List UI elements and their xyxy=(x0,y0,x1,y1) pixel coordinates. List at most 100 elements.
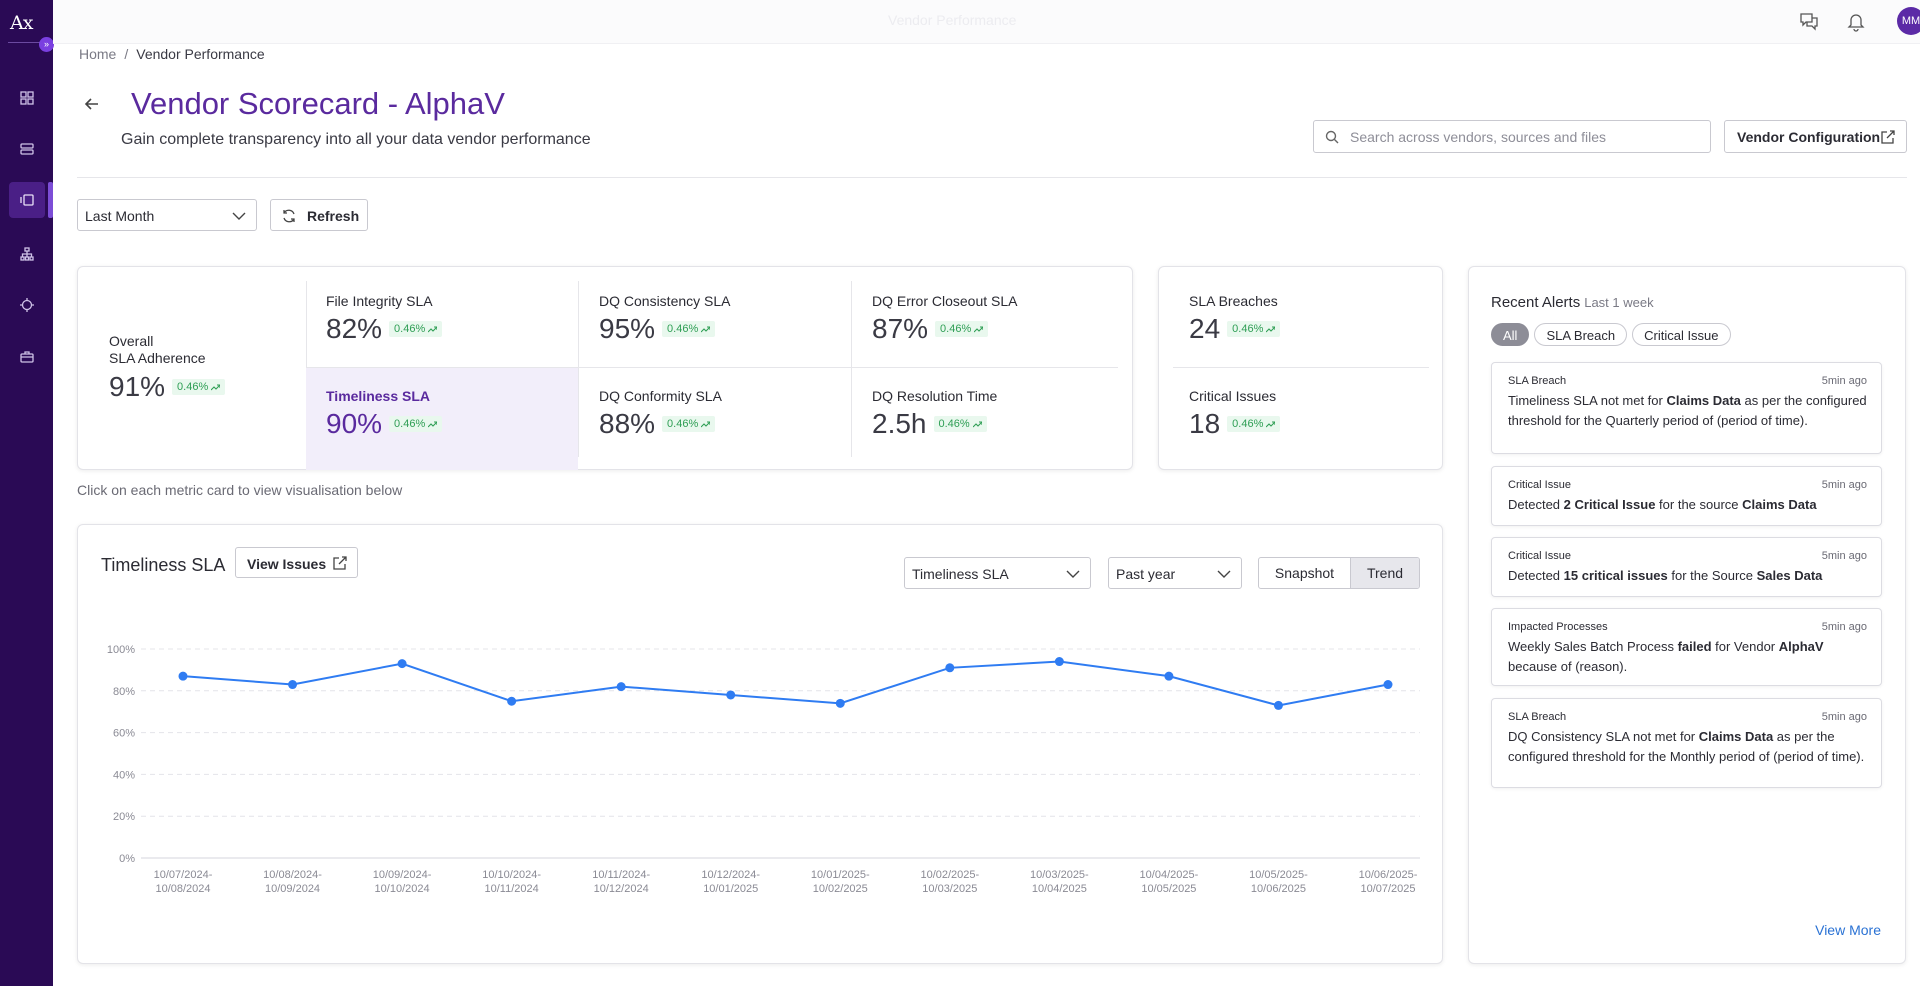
data-point[interactable] xyxy=(288,680,298,690)
sidebar: Ax » xyxy=(0,0,54,986)
delta-badge: 0.46% xyxy=(389,321,443,337)
alert-type: SLA Breach xyxy=(1508,711,1567,723)
sla-metrics-card: Overall SLA Adherence 91% 0.46% File Inte… xyxy=(77,266,1133,470)
x-tick-label: 10/07/2025 xyxy=(1360,883,1415,895)
series-line xyxy=(182,660,1389,707)
metric-dq-conformity-sla[interactable]: DQ Conformity SLA 88% 0.46% xyxy=(599,388,722,439)
delta-badge: 0.46% xyxy=(1227,321,1281,337)
top-bar-title: Vendor Performance xyxy=(888,12,1017,28)
refresh-icon xyxy=(283,209,295,223)
header-divider xyxy=(77,177,1907,178)
chevron-down-icon xyxy=(1066,570,1080,578)
breadcrumb-current: Vendor Performance xyxy=(136,46,265,62)
metric-timeliness-sla[interactable]: Timeliness SLA 90% 0.46% xyxy=(306,368,578,470)
x-tick-label: 10/06/2025 xyxy=(1251,883,1306,895)
alert-item[interactable]: SLA Breach 5min ago Timeliness SLA not met… xyxy=(1491,362,1882,454)
period-select[interactable]: Last Month xyxy=(77,199,257,231)
user-avatar[interactable]: MM xyxy=(1897,7,1920,35)
metric-dropdown[interactable]: Timeliness SLA xyxy=(904,557,1091,589)
metric-sla-breaches[interactable]: SLA Breaches 24 0.46% xyxy=(1169,267,1429,366)
overall-sla-metric[interactable]: Overall SLA Adherence 91% 0.46% xyxy=(109,333,229,403)
alert-time: 5min ago xyxy=(1821,711,1867,723)
alert-message: Detected 15 critical issues for the Sour… xyxy=(1508,568,1823,583)
chip-critical-issue[interactable]: Critical Issue xyxy=(1632,323,1731,346)
view-more-link[interactable]: View More xyxy=(1815,922,1881,938)
metric-critical-issues[interactable]: Critical Issues 18 0.46% xyxy=(1169,368,1429,467)
breadcrumb-home[interactable]: Home xyxy=(79,46,117,62)
delta-badge: 0.46% xyxy=(935,321,989,337)
alert-time: 5min ago xyxy=(1821,479,1867,491)
data-point[interactable] xyxy=(726,690,736,700)
delta-badge: 0.46% xyxy=(389,416,443,432)
x-tick-label: 10/01/2025 xyxy=(703,883,758,895)
data-point[interactable] xyxy=(1164,671,1174,681)
trend-up-icon xyxy=(428,325,438,332)
breaches-card: SLA Breaches 24 0.46% Critical Issues 18 0… xyxy=(1158,266,1443,470)
search-box[interactable] xyxy=(1313,120,1711,153)
alert-item[interactable]: Critical Issue 5min ago Detected 15 critic… xyxy=(1491,537,1882,597)
data-point[interactable] xyxy=(835,698,845,708)
delta-badge: 0.46% xyxy=(1227,416,1281,432)
data-point[interactable] xyxy=(178,671,188,681)
chevron-down-icon xyxy=(1217,570,1231,578)
data-point[interactable] xyxy=(507,696,517,706)
x-tick-label: 10/05/2025- xyxy=(1249,869,1308,881)
view-issues-button[interactable]: View Issues xyxy=(235,547,358,578)
vendor-configuration-button[interactable]: Vendor Configuration xyxy=(1724,120,1907,153)
y-tick-label: 0% xyxy=(119,853,135,865)
expand-sidebar-button[interactable]: » xyxy=(39,37,54,52)
x-tick-label: 10/05/2025 xyxy=(1141,883,1196,895)
alert-type: Critical Issue xyxy=(1508,550,1571,562)
timeliness-line-chart: 100% 80% 60% 40% 20% 0% 10/07/2024- 10/08/2024 1… xyxy=(107,644,1420,895)
chip-all[interactable]: All xyxy=(1491,323,1530,346)
range-dropdown[interactable]: Past year xyxy=(1108,557,1242,589)
x-tick-label: 10/12/2024 xyxy=(594,883,649,895)
y-tick-label: 20% xyxy=(113,811,135,823)
y-tick-label: 80% xyxy=(113,686,135,698)
search-input[interactable] xyxy=(1350,127,1700,147)
x-tick-label: 10/10/2024 xyxy=(375,883,430,895)
x-tick-label: 10/04/2025- xyxy=(1140,869,1199,881)
metric-file-integrity-sla[interactable]: File Integrity SLA 82% 0.46% xyxy=(306,267,578,366)
data-point[interactable] xyxy=(397,659,407,669)
metric-dq-resolution-time[interactable]: DQ Resolution Time 2.5h 0.46% xyxy=(872,388,998,439)
trend-up-icon xyxy=(701,325,711,332)
snapshot-tab[interactable]: Snapshot xyxy=(1259,558,1351,588)
alert-item[interactable]: SLA Breach 5min ago DQ Consistency SLA not… xyxy=(1491,698,1882,788)
metric-hint: Click on each metric card to view visual… xyxy=(77,482,403,498)
chevron-down-icon xyxy=(232,212,246,220)
metric-dq-error-closeout-sla[interactable]: DQ Error Closeout SLA 87% 0.46% xyxy=(872,293,1018,344)
data-point[interactable] xyxy=(1273,700,1283,710)
alert-item[interactable]: Critical Issue 5min ago Detected 2 Critica… xyxy=(1491,466,1882,526)
briefcase-icon[interactable] xyxy=(9,339,45,375)
alert-message: DQ Consistency SLA not met for Claims Da… xyxy=(1508,729,1865,764)
refresh-button[interactable]: Refresh xyxy=(270,199,368,231)
trend-tab[interactable]: Trend xyxy=(1351,558,1419,588)
x-tick-label: 10/11/2024 xyxy=(485,883,539,895)
metric-dq-consistency-sla[interactable]: DQ Consistency SLA 95% 0.46% xyxy=(599,293,731,344)
alert-item[interactable]: Impacted Processes 5min ago Weekly Sales B… xyxy=(1491,608,1882,686)
page-title: Vendor Scorecard - AlphaV xyxy=(131,86,505,121)
external-link-icon xyxy=(1881,130,1895,144)
bell-icon[interactable] xyxy=(1845,10,1867,32)
top-bar: Vendor Performance MM xyxy=(53,0,1920,44)
data-point[interactable] xyxy=(1383,680,1393,690)
storage-icon[interactable] xyxy=(9,131,45,167)
trend-up-icon xyxy=(211,383,221,390)
chat-icon[interactable] xyxy=(1798,10,1820,32)
hierarchy-icon[interactable] xyxy=(9,236,45,272)
delta-badge: 0.46% xyxy=(662,321,716,337)
data-point[interactable] xyxy=(945,663,955,673)
data-point[interactable] xyxy=(1054,657,1064,667)
alerts-title: Recent Alerts xyxy=(1491,294,1581,311)
target-icon[interactable] xyxy=(9,287,45,323)
chip-sla-breach[interactable]: SLA Breach xyxy=(1534,323,1628,346)
data-point[interactable] xyxy=(616,682,626,692)
x-tick-label: 10/03/2025 xyxy=(922,883,977,895)
back-arrow-icon[interactable] xyxy=(82,94,102,114)
vendor-icon[interactable] xyxy=(9,182,53,218)
y-tick-label: 60% xyxy=(113,728,135,740)
dashboard-icon[interactable] xyxy=(9,80,45,116)
x-tick-label: 10/08/2024- xyxy=(263,869,322,881)
x-tick-label: 10/10/2024- xyxy=(482,869,541,881)
